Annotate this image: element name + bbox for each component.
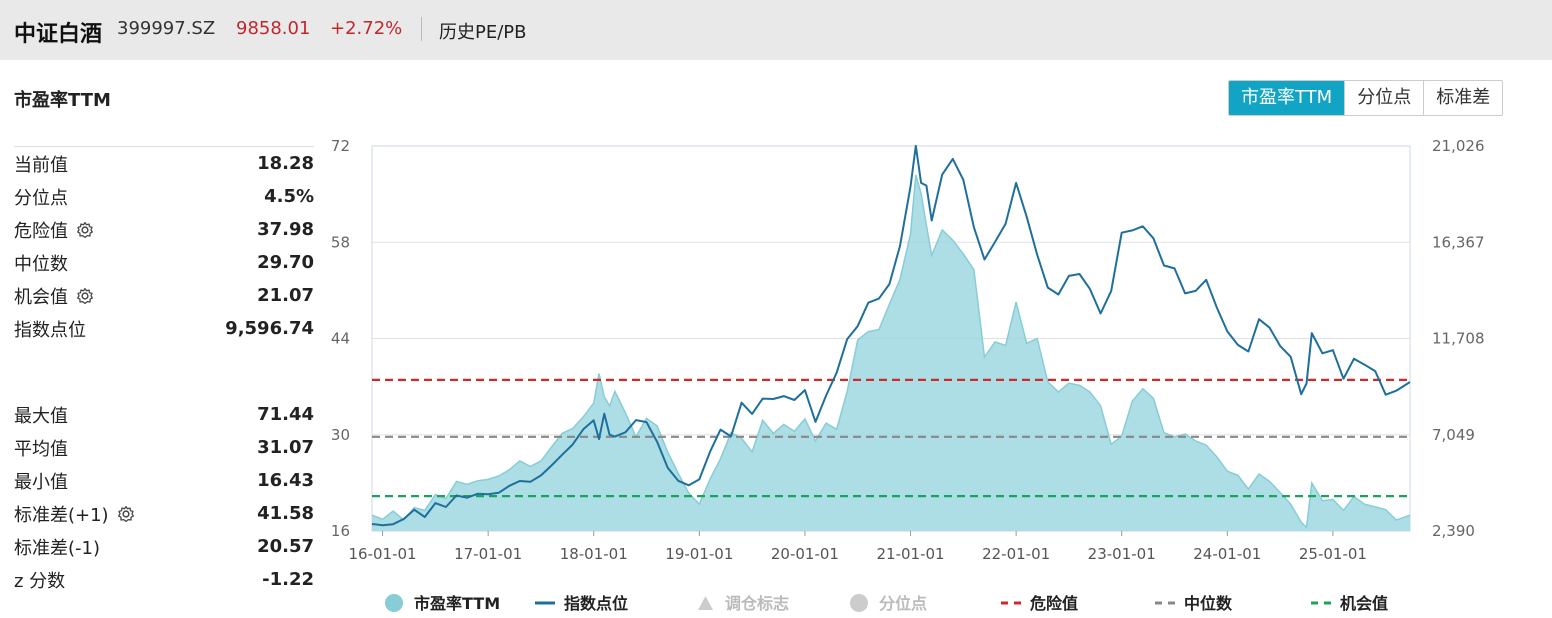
- stat-label-text: z 分数: [14, 570, 66, 592]
- stat-row: 危险值 37.98: [14, 213, 314, 246]
- legend-label[interactable]: 指数点位: [564, 594, 628, 613]
- stat-label-text: 标准差(+1): [14, 504, 109, 526]
- y-right-tick-label: 7,049: [1432, 426, 1475, 444]
- stat-row: 指数点位 9,596.74: [14, 312, 314, 345]
- stat-label: 当前值: [14, 151, 68, 177]
- history-pe-pb-tab[interactable]: 历史PE/PB: [439, 22, 527, 43]
- stat-label-text: 危险值: [14, 220, 68, 242]
- y-left-tick-label: 16: [331, 522, 350, 540]
- y-left-tick-label: 44: [331, 330, 350, 348]
- stat-label-text: 中位数: [14, 253, 68, 275]
- header-bar: 中证白酒 399997.SZ 9858.01 +2.72% 历史PE/PB: [0, 0, 1552, 60]
- legend-label[interactable]: 中位数: [1184, 594, 1233, 613]
- stat-label: 中位数: [14, 250, 68, 276]
- settings-gear-icon[interactable]: [76, 287, 94, 305]
- stat-label-text: 分位点: [14, 187, 68, 209]
- stat-value: 16.43: [257, 470, 314, 491]
- stat-label: 危险值: [14, 217, 94, 243]
- stat-label: 标准差(+1): [14, 501, 135, 527]
- stat-row: 标准差(+1) 41.58: [14, 497, 314, 530]
- y-left-tick-label: 72: [331, 137, 350, 155]
- stat-value: 20.57: [257, 536, 314, 557]
- toggle-pe-ttm-button[interactable]: 市盈率TTM: [1229, 81, 1345, 115]
- pe-ttm-line: [371, 174, 1411, 530]
- stat-row: 标准差(-1) 20.57: [14, 530, 314, 563]
- header-divider: [421, 17, 422, 41]
- y-right-tick-label: 11,708: [1432, 330, 1485, 348]
- index-code: 399997.SZ: [117, 18, 216, 39]
- y-left-tick-label: 30: [331, 426, 350, 444]
- stat-value: 4.5%: [264, 186, 314, 207]
- legend-marker: [385, 594, 403, 612]
- section-title: 市盈率TTM: [14, 90, 111, 111]
- x-tick-label: 23-01-01: [1088, 545, 1156, 563]
- legend-label[interactable]: 市盈率TTM: [414, 594, 500, 613]
- y-right-tick-label: 2,390: [1432, 522, 1475, 540]
- stat-label: z 分数: [14, 567, 65, 593]
- stat-label-text: 机会值: [14, 286, 68, 308]
- stats-panel-history: 最大值 71.44 平均值 31.07 最小值 16.43 标准差(+1) 41.58 标准差(…: [14, 398, 314, 596]
- index-points-line: [371, 144, 1411, 527]
- stat-label-text: 当前值: [14, 154, 68, 176]
- toggle-percentile-button[interactable]: 分位点: [1344, 81, 1423, 115]
- stat-row: 当前值 18.28: [14, 147, 314, 180]
- stat-value: 29.70: [257, 252, 314, 273]
- stat-label-text: 最小值: [14, 471, 68, 493]
- stat-row: 最小值 16.43: [14, 464, 314, 497]
- x-tick-label: 19-01-01: [665, 545, 733, 563]
- settings-gear-icon[interactable]: [76, 221, 94, 239]
- stat-row: 分位点 4.5%: [14, 180, 314, 213]
- settings-gear-icon[interactable]: [117, 505, 135, 523]
- x-tick-label: 24-01-01: [1193, 545, 1261, 563]
- stat-label: 标准差(-1): [14, 534, 100, 560]
- legend-label[interactable]: 危险值: [1030, 594, 1078, 613]
- stat-label: 分位点: [14, 184, 68, 210]
- stat-label: 机会值: [14, 283, 94, 309]
- x-tick-label: 16-01-01: [349, 545, 417, 563]
- y-left-tick-label: 58: [331, 233, 350, 251]
- stat-row: 机会值 21.07: [14, 279, 314, 312]
- index-name: 中证白酒: [14, 22, 103, 47]
- stat-row: 最大值 71.44: [14, 398, 314, 431]
- stat-label: 平均值: [14, 435, 68, 461]
- x-tick-label: 25-01-01: [1299, 545, 1367, 563]
- stat-label-text: 最大值: [14, 405, 68, 427]
- stat-value: 37.98: [257, 219, 314, 240]
- stat-label: 最小值: [14, 468, 68, 494]
- x-tick-label: 20-01-01: [771, 545, 839, 563]
- stats-panel-current: 当前值 18.28 分位点 4.5% 危险值 37.98 中位数 29.70 机会值 21.07 指…: [14, 146, 314, 345]
- stat-value: 31.07: [257, 437, 314, 458]
- index-change: +2.72%: [330, 18, 403, 39]
- stat-value: 71.44: [257, 404, 314, 425]
- toggle-stddev-button[interactable]: 标准差: [1423, 81, 1502, 115]
- stat-label-text: 标准差(-1): [14, 537, 100, 559]
- legend-marker: [850, 594, 868, 612]
- x-tick-label: 17-01-01: [454, 545, 522, 563]
- stat-row: z 分数 -1.22: [14, 563, 314, 596]
- stat-value: -1.22: [262, 569, 314, 590]
- stat-value: 21.07: [257, 285, 314, 306]
- stat-row: 平均值 31.07: [14, 431, 314, 464]
- stat-label: 最大值: [14, 402, 68, 428]
- index-price: 9858.01: [236, 18, 311, 39]
- legend-label[interactable]: 分位点: [879, 594, 927, 613]
- metric-toggle: 市盈率TTM 分位点 标准差: [1228, 80, 1504, 116]
- stat-row: 中位数 29.70: [14, 246, 314, 279]
- stat-label-text: 平均值: [14, 438, 68, 460]
- x-tick-label: 18-01-01: [560, 545, 628, 563]
- stat-label-text: 指数点位: [14, 319, 86, 341]
- legend-label[interactable]: 调仓标志: [725, 594, 789, 613]
- legend-marker: [698, 596, 713, 610]
- x-tick-label: 22-01-01: [982, 545, 1050, 563]
- y-right-tick-label: 21,026: [1432, 137, 1485, 155]
- stat-label: 指数点位: [14, 316, 86, 342]
- pe-ttm-area: [372, 174, 1410, 531]
- x-tick-label: 21-01-01: [876, 545, 944, 563]
- stat-value: 41.58: [257, 503, 314, 524]
- y-right-tick-label: 16,367: [1432, 233, 1485, 251]
- stat-value: 9,596.74: [225, 318, 314, 339]
- stat-value: 18.28: [257, 153, 314, 174]
- legend-label[interactable]: 机会值: [1340, 594, 1388, 613]
